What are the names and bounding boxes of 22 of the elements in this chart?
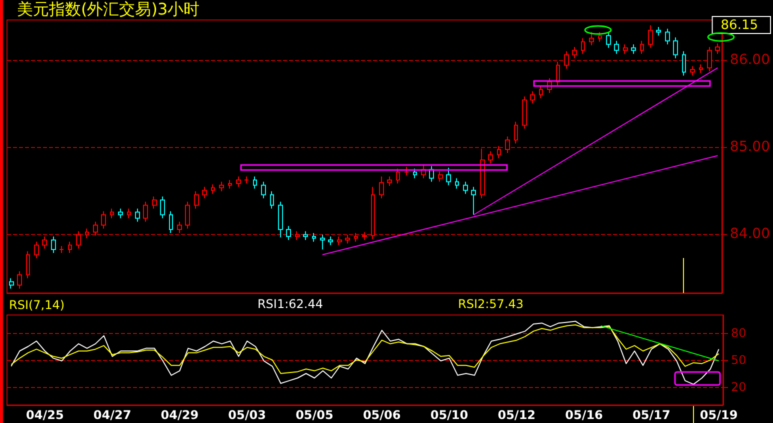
y-tick-label: 85.00 [730, 138, 770, 155]
x-tick-label: 05/19 [700, 408, 738, 422]
chart-title: RSI(7,14) [9, 298, 65, 312]
x-tick-label: 05/12 [498, 408, 536, 422]
x-tick-label: 05/05 [296, 408, 334, 422]
x-tick-label: 04/29 [160, 408, 199, 422]
x-tick-label: 04/25 [26, 408, 64, 422]
x-tick-label: 05/06 [362, 408, 401, 422]
x-tick-label: 05/10 [430, 408, 468, 422]
y-tick-label: 50 [731, 353, 746, 367]
series-label: RSI2:57.43 [458, 297, 524, 311]
y-tick-label: 20 [731, 380, 746, 394]
x-tick-label: 05/03 [228, 408, 266, 422]
text: RSI1:62.44 [257, 297, 324, 311]
y-tick-label: 84.00 [730, 226, 770, 242]
chart-title: 美元指数(外汇交易)3小时 [17, 0, 200, 18]
x-tick-label: 05/17 [632, 408, 670, 422]
y-tick-label: 86.00 [730, 52, 770, 68]
y-tick-label: 80 [731, 326, 746, 340]
annotation: 86.15 [720, 18, 758, 33]
x-tick-label: 04/27 [93, 408, 132, 422]
x-tick-label: 05/16 [565, 408, 603, 422]
